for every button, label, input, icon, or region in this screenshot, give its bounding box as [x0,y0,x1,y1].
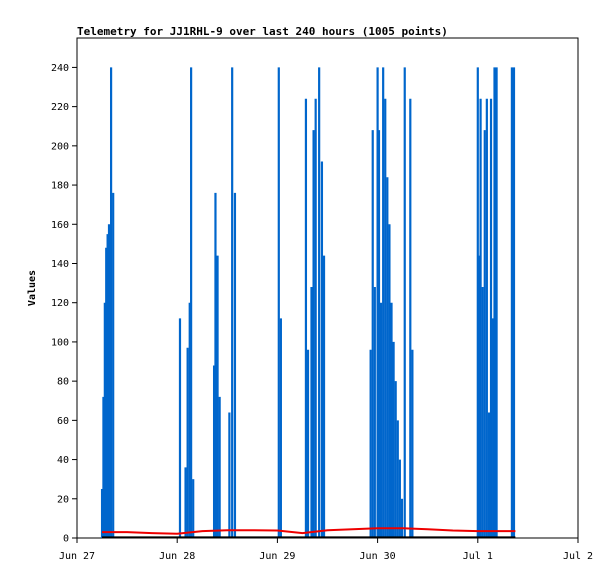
y-tick-label: 40 [57,455,69,466]
x-tick-label: Jul 1 [463,551,493,562]
x-tick-label: Jul 2 [563,551,593,562]
y-tick-label: 80 [57,377,69,388]
y-tick-label: 120 [51,298,69,309]
y-tick-label: 60 [57,416,69,427]
series-1 [102,527,516,535]
y-axis-label: Values [27,270,38,306]
y-tick-label: 160 [51,220,69,231]
x-axis-ticks: Jun 27 Jun 28 Jun 29 Jun 30 Jul 1 Jul 2 [59,538,593,562]
series-layer [100,67,516,539]
series-0 [100,67,516,538]
series-line [102,527,516,535]
x-tick-label: Jun 28 [159,551,195,562]
chart-title: Telemetry for JJ1RHL-9 over last 240 hou… [77,25,448,38]
y-tick-label: 200 [51,141,69,152]
y-tick-label: 240 [51,63,69,74]
x-tick-label: Jun 30 [360,551,396,562]
y-tick-label: 180 [51,181,69,192]
y-tick-label: 20 [57,494,69,505]
y-tick-label: 140 [51,259,69,270]
y-tick-label: 220 [51,102,69,113]
y-axis-ticks: 0 20 40 60 80 100 120 140 160 180 200 220 240 [51,63,77,545]
y-tick-label: 0 [63,534,69,545]
y-tick-label: 100 [51,337,69,348]
x-tick-label: Jun 29 [259,551,295,562]
x-tick-label: Jun 27 [59,551,95,562]
